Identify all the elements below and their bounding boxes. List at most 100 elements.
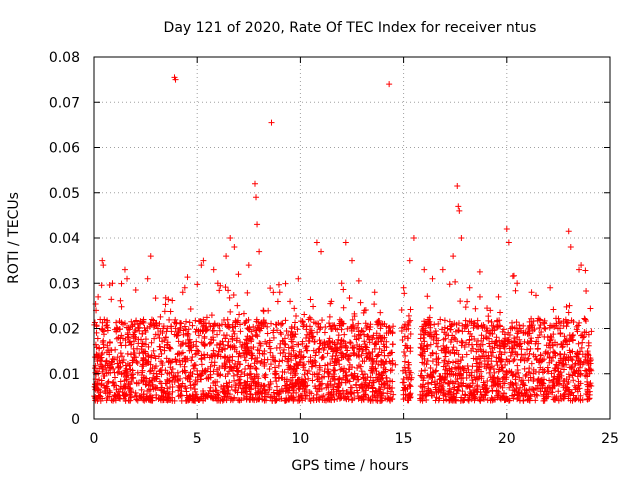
data-point-band xyxy=(559,343,566,350)
data-point-band xyxy=(297,318,304,325)
data-point-band xyxy=(261,372,268,379)
data-point-band xyxy=(515,369,522,376)
data-point-band xyxy=(133,358,140,365)
data-point-band xyxy=(282,341,289,348)
data-point-band xyxy=(427,322,434,329)
data-point-band xyxy=(417,391,424,398)
data-point-band xyxy=(124,331,131,338)
data-point-band xyxy=(99,350,106,357)
data-point-band xyxy=(304,392,311,399)
data-point-band xyxy=(475,353,482,360)
data-point-band xyxy=(568,356,575,363)
data-point-band xyxy=(159,338,166,345)
data-point xyxy=(400,284,407,291)
data-point xyxy=(295,275,302,282)
data-point xyxy=(260,307,267,314)
data-point-band xyxy=(348,390,355,397)
data-point-band xyxy=(378,370,385,377)
data-point-band xyxy=(553,315,560,322)
data-point-band xyxy=(149,374,156,381)
data-point-band xyxy=(484,355,491,362)
data-point-band xyxy=(253,365,260,372)
data-point-band xyxy=(583,390,590,397)
data-point-band xyxy=(530,318,537,325)
data-point-band xyxy=(309,358,316,365)
data-point-band xyxy=(433,356,440,363)
data-point-band xyxy=(484,305,491,312)
data-point-band xyxy=(469,380,476,387)
data-point-band xyxy=(231,395,238,402)
data-point-band xyxy=(583,287,590,294)
data-point-band xyxy=(314,376,321,383)
data-point-band xyxy=(477,343,484,350)
data-point-band xyxy=(296,358,303,365)
data-point-band xyxy=(450,344,457,351)
data-point-band xyxy=(466,337,473,344)
data-point-band xyxy=(389,341,396,348)
data-point-band xyxy=(389,378,396,385)
data-point-band xyxy=(366,326,373,333)
data-point-band xyxy=(576,319,583,326)
data-point-band xyxy=(246,385,253,392)
data-point-band xyxy=(379,375,386,382)
data-point-band xyxy=(131,354,138,361)
data-point-band xyxy=(466,394,473,401)
data-point-band xyxy=(113,382,120,389)
data-point-band xyxy=(330,386,337,393)
data-point-band xyxy=(255,389,262,396)
data-point-band xyxy=(521,365,528,372)
data-point-band xyxy=(476,396,483,403)
data-point-band xyxy=(291,305,298,312)
data-point xyxy=(147,253,154,260)
data-point-band xyxy=(442,373,449,380)
data-point-band xyxy=(282,317,289,324)
data-point-band xyxy=(561,333,568,340)
data-point-band xyxy=(474,389,481,396)
data-point-band xyxy=(417,397,424,404)
data-point-band xyxy=(222,284,229,291)
data-point-band xyxy=(241,371,248,377)
data-point-band xyxy=(459,353,466,360)
data-point-band xyxy=(459,328,466,335)
data-point-band xyxy=(505,329,512,336)
data-point-band xyxy=(564,320,571,327)
data-point-band xyxy=(272,358,279,365)
y-tick-label: 0 xyxy=(71,412,80,428)
x-tick-label: 0 xyxy=(90,431,99,447)
data-point-band xyxy=(341,365,348,372)
data-point-band xyxy=(455,320,462,327)
data-point-band xyxy=(401,384,408,391)
data-point-band xyxy=(525,393,532,400)
data-point-band xyxy=(194,395,201,402)
data-point-band xyxy=(447,349,454,356)
data-point-band xyxy=(243,384,250,391)
data-point-band xyxy=(483,365,490,372)
data-point-band xyxy=(160,396,167,403)
data-point-band xyxy=(222,373,229,380)
data-point-band xyxy=(152,355,159,362)
data-point-band xyxy=(566,347,573,354)
data-point-band xyxy=(579,334,586,341)
data-point-band xyxy=(423,361,430,368)
data-point-band xyxy=(487,348,494,355)
data-point-band xyxy=(470,345,477,352)
data-point-band xyxy=(291,372,298,379)
data-point-band xyxy=(182,326,189,333)
data-point-band xyxy=(563,336,570,343)
data-point-band xyxy=(512,376,519,383)
data-point-band xyxy=(157,367,164,374)
data-point-band xyxy=(263,340,270,347)
data-point-band xyxy=(184,355,191,362)
data-point-band xyxy=(400,379,407,386)
data-point-band xyxy=(179,368,186,375)
data-point-band xyxy=(418,367,425,374)
data-point-band xyxy=(585,361,592,368)
data-point-band xyxy=(266,339,273,346)
data-point-band xyxy=(145,396,152,403)
data-point-band xyxy=(525,340,532,347)
data-point-band xyxy=(401,358,408,365)
data-point-band xyxy=(274,327,281,334)
data-point-band xyxy=(224,342,231,349)
data-point-band xyxy=(201,351,208,358)
data-point-band xyxy=(512,287,519,294)
